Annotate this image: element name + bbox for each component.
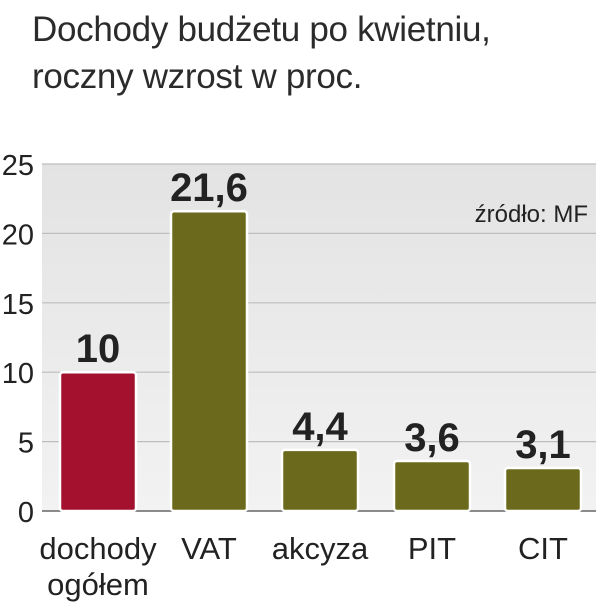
bar-0 [58, 370, 138, 513]
bar-2 [280, 448, 360, 513]
value-label-0: 10 [76, 327, 121, 371]
chart-title-line-1: Dochody budżetu po kwietniu, [32, 10, 491, 49]
bars [58, 209, 583, 513]
y-axis: 0 5 10 15 20 25 [2, 150, 34, 529]
x-tick-label-2-0: akcyza [272, 531, 369, 566]
value-label-2: 4,4 [292, 405, 348, 449]
x-tick-label-1-0: VAT [181, 531, 237, 566]
y-tick-label-25: 25 [2, 150, 34, 182]
bar-1 [169, 209, 249, 513]
x-tick-label-3-0: PIT [408, 531, 456, 566]
value-labels: 10 21,6 4,4 3,6 3,1 [76, 166, 571, 467]
value-label-1: 21,6 [170, 166, 248, 210]
y-tick-label-5: 5 [18, 428, 34, 460]
value-label-4: 3,1 [515, 423, 571, 467]
chart-title: Dochody budżetu po kwietniu, roczny wzro… [32, 6, 592, 100]
y-tick-label-20: 20 [2, 219, 34, 251]
y-tick-label-15: 15 [2, 289, 34, 321]
x-tick-label-0-1: ogółem [47, 567, 149, 602]
bar-4 [503, 466, 583, 513]
x-tick-label-4-0: CIT [518, 531, 568, 566]
y-tick-label-10: 10 [2, 358, 34, 390]
value-label-3: 3,6 [404, 416, 460, 460]
chart-title-line-2: roczny wzrost w proc. [32, 57, 363, 96]
source-note: źródło: MF [475, 201, 588, 228]
x-tick-label-0-0: dochody [39, 531, 157, 566]
bar-3 [392, 459, 472, 513]
y-tick-label-0: 0 [18, 497, 34, 529]
